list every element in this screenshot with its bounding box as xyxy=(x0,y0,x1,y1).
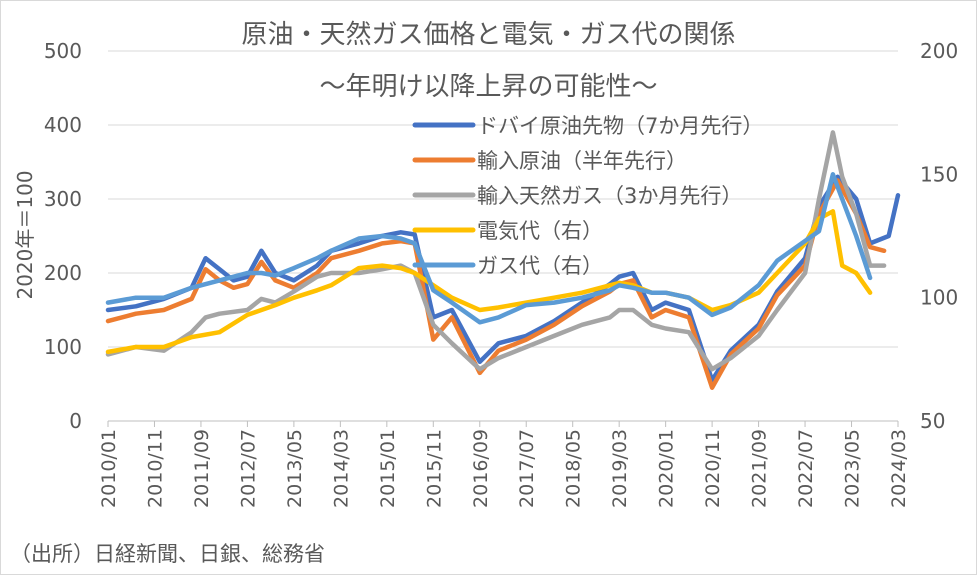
x-tick-label: 2019/03 xyxy=(609,429,631,508)
series-line-3 xyxy=(105,130,887,372)
y2-tick-label: 100 xyxy=(920,286,958,310)
x-tick-label: 2012/07 xyxy=(237,429,259,508)
y-tick-label: 100 xyxy=(44,335,82,359)
legend-label-4: 電気代（右） xyxy=(477,219,603,243)
x-tick-label: 2015/11 xyxy=(423,429,445,508)
right-axis-ticks: 50 100 150 200 xyxy=(920,39,958,433)
legend-label-1: ドバイ原油先物（7か月先行） xyxy=(477,114,763,138)
left-axis-ticks: 0 100 200 300 400 500 xyxy=(44,39,82,433)
y-tick-label: 200 xyxy=(44,261,82,285)
legend: ドバイ原油先物（7か月先行） 輸入原油（半年先行） 輸入天然ガス（3か月先行） 電気代… xyxy=(412,114,763,278)
x-tick-label: 2023/05 xyxy=(842,429,864,508)
x-tick-label: 2022/07 xyxy=(795,429,817,508)
series-line-4 xyxy=(105,209,873,355)
y2-tick-label: 200 xyxy=(920,39,958,63)
x-tick-label: 2024/03 xyxy=(888,429,910,508)
x-axis-ticks: 2010/01 2010/11 2011/09 2012/07 2013/05 2014/… xyxy=(98,421,910,508)
x-tick-label: 2010/01 xyxy=(98,429,120,508)
y2-tick-label: 150 xyxy=(920,162,958,186)
legend-label-5: ガス代（右） xyxy=(477,254,603,278)
chart-subtitle: 〜年明け以降上昇の可能性〜 xyxy=(319,72,658,102)
x-tick-label: 2018/05 xyxy=(563,429,585,508)
series-lines xyxy=(105,130,901,390)
y-tick-label: 400 xyxy=(44,113,82,137)
x-tick-label: 2010/11 xyxy=(144,429,166,508)
x-tick-label: 2021/09 xyxy=(749,429,771,508)
x-tick-label: 2015/01 xyxy=(377,429,399,508)
legend-label-3: 輸入天然ガス（3か月先行） xyxy=(477,184,742,208)
y-tick-label: 500 xyxy=(44,39,82,63)
x-tick-label: 2020/11 xyxy=(702,429,724,508)
x-tick-label: 2017/07 xyxy=(516,429,538,508)
legend-label-2: 輸入原油（半年先行） xyxy=(477,149,687,173)
series-line-1 xyxy=(105,174,901,383)
x-tick-label: 2013/05 xyxy=(284,429,306,508)
chart-title: 原油・天然ガス価格と電気・ガス代の関係 xyxy=(241,20,736,50)
y-axis-label: 2020年＝100 xyxy=(13,170,37,299)
source-note: （出所）日経新聞、日銀、総務省 xyxy=(10,542,325,566)
x-tick-label: 2011/09 xyxy=(191,429,213,508)
x-tick-label: 2016/09 xyxy=(470,429,492,508)
x-tick-label: 2020/01 xyxy=(656,429,678,508)
y-tick-label: 300 xyxy=(44,187,82,211)
y-tick-label: 0 xyxy=(69,409,82,433)
series-line-5 xyxy=(105,172,873,325)
y2-tick-label: 50 xyxy=(920,409,945,433)
x-tick-label: 2014/03 xyxy=(330,429,352,508)
